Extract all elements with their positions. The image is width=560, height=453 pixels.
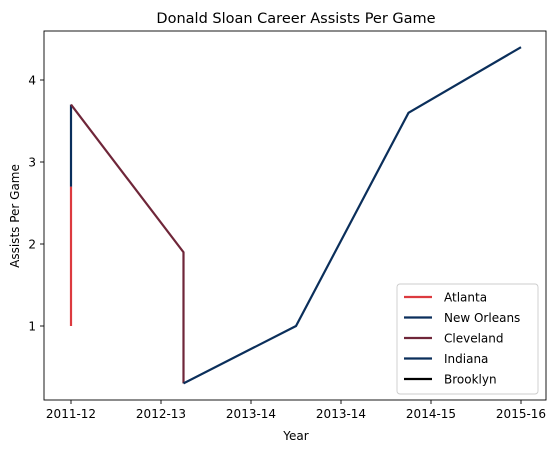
x-axis-label: Year bbox=[282, 429, 308, 443]
x-tick-label: 2011-12 bbox=[46, 407, 96, 421]
series-line-indiana bbox=[183, 46, 522, 385]
x-tick-label: 2013-14 bbox=[226, 407, 276, 421]
legend-label: Brooklyn bbox=[444, 373, 497, 387]
y-tick-label: 4 bbox=[28, 74, 36, 88]
legend-label: Atlanta bbox=[444, 291, 487, 305]
plot-frame bbox=[43, 30, 547, 401]
x-tick-label: 2012-13 bbox=[136, 407, 186, 421]
legend-label: Indiana bbox=[444, 352, 488, 366]
y-axis: 1 2 3 4 bbox=[28, 74, 44, 334]
x-tick-label: 2015-16 bbox=[496, 407, 546, 421]
x-tick-label: 2013-14 bbox=[316, 407, 366, 421]
series-layer bbox=[69, 46, 522, 385]
y-tick-label: 3 bbox=[28, 156, 36, 170]
y-axis-label: Assists Per Game bbox=[8, 164, 22, 268]
series-line-cleveland bbox=[70, 103, 185, 384]
legend-label: New Orleans bbox=[444, 311, 520, 325]
legend: Atlanta New Orleans Cleveland Indiana Brookl… bbox=[396, 283, 539, 395]
y-tick-label: 1 bbox=[28, 320, 36, 334]
y-tick-label: 2 bbox=[28, 238, 36, 252]
legend-label: Cleveland bbox=[444, 332, 504, 346]
chart-title: Donald Sloan Career Assists Per Game bbox=[156, 11, 435, 27]
x-tick-label: 2014-15 bbox=[406, 407, 456, 421]
legend-box bbox=[396, 283, 539, 395]
x-axis: 2011-12 2012-13 2013-14 2013-14 2014-15 2015-… bbox=[46, 400, 546, 421]
